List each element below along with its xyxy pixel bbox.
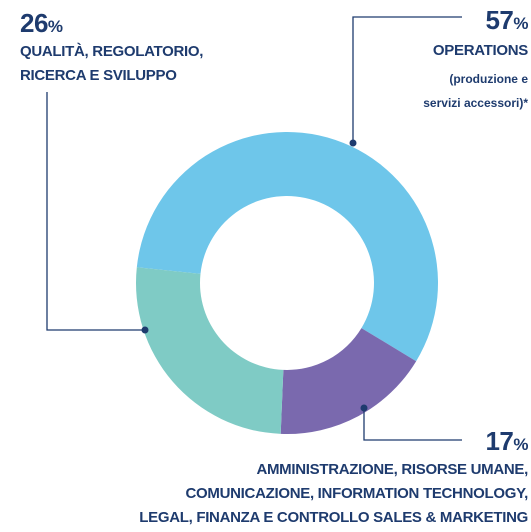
donut-segment — [136, 132, 438, 362]
leader-line — [46, 92, 145, 331]
donut-segment — [280, 328, 417, 434]
donut-segment — [136, 267, 284, 434]
leader-dot — [141, 326, 149, 334]
leader-line — [363, 408, 462, 441]
category-label: QUALITÀ, REGOLATORIO, RICERCA E SVILUPPO — [20, 43, 204, 84]
value-label: 57% — [485, 5, 528, 35]
category-label: AMMINISTRAZIONE, RISORSE UMANE, COMUNICA… — [139, 461, 528, 526]
value-label: 26% — [20, 8, 63, 38]
note: (produzione e servizi accessori)* — [423, 72, 528, 110]
leader-line — [352, 16, 462, 143]
category-label: OPERATIONS — [432, 42, 528, 59]
value-label: 17% — [485, 426, 528, 456]
leader-dot — [349, 139, 357, 147]
leader-dot — [360, 404, 368, 412]
